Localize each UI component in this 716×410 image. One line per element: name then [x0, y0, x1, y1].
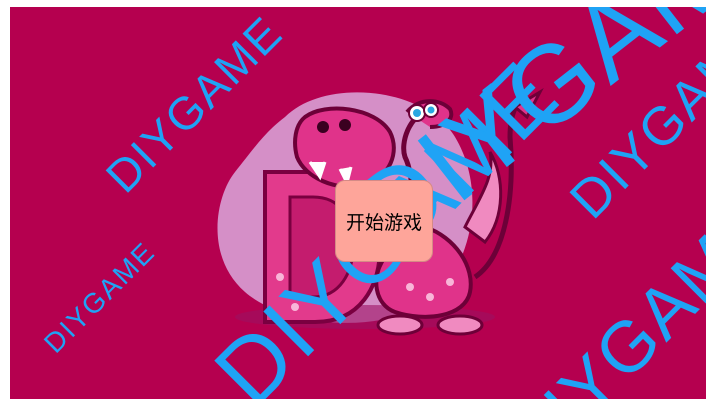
game-stage: DIYGAME DIYGAME DIYGAME DIYGAME DIYGAME … [10, 7, 706, 399]
start-game-button[interactable]: 开始游戏 [335, 180, 433, 262]
watermark-text: DIYGAME [38, 235, 162, 359]
